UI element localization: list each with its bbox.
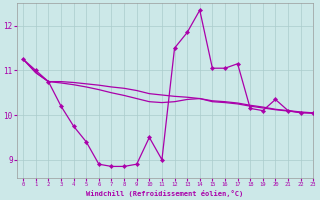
X-axis label: Windchill (Refroidissement éolien,°C): Windchill (Refroidissement éolien,°C) bbox=[86, 190, 244, 197]
